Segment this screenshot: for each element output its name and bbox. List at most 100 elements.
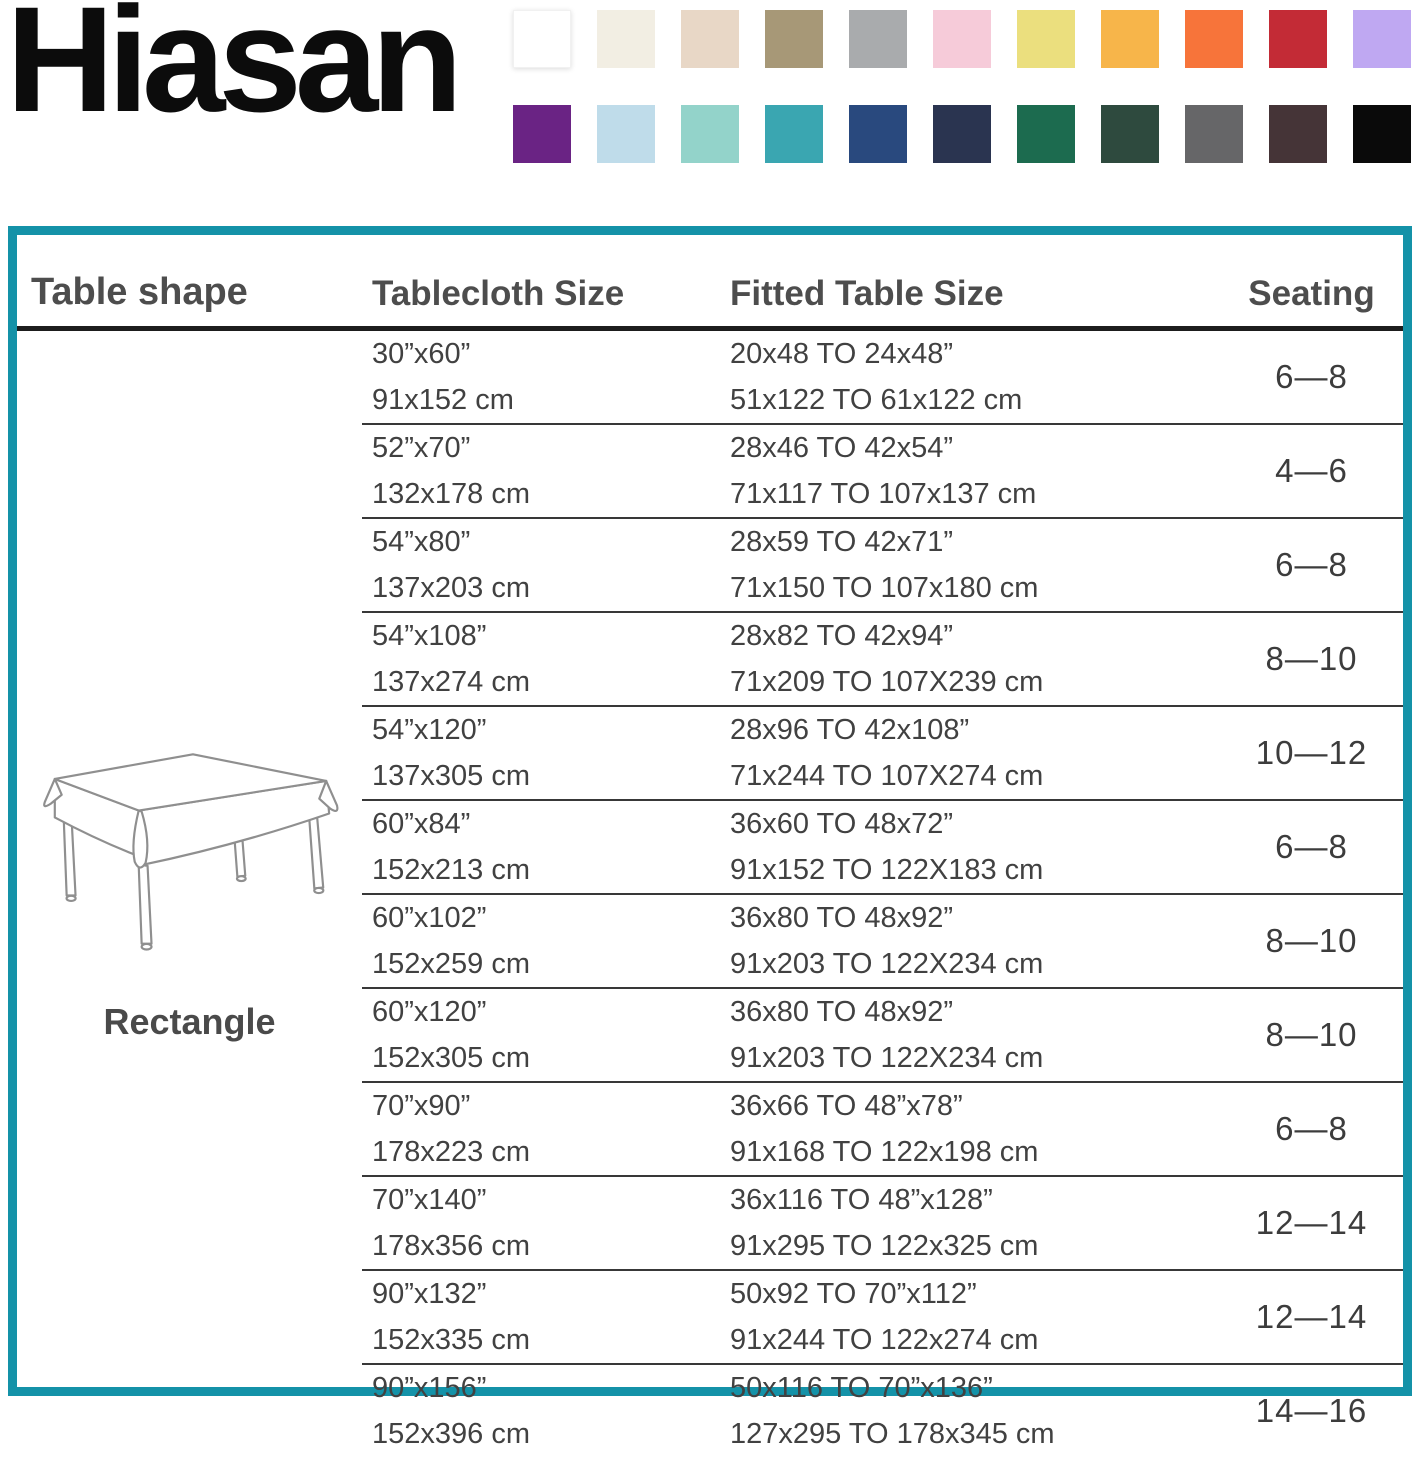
seating-range: 8—10 xyxy=(1265,1016,1358,1053)
seating-range: 8—10 xyxy=(1265,640,1358,677)
tablecloth-size-cm: 137x305 cm xyxy=(372,760,530,792)
color-swatch-dark-green xyxy=(1101,105,1159,163)
fitted-size-inches: 36x80 TO 48x92” xyxy=(730,902,954,934)
tablecloth-size-inches: 90”x132” xyxy=(372,1278,487,1310)
column-header-tablecloth-size: Tablecloth Size xyxy=(362,235,720,331)
seating-cell: 12—14 xyxy=(1220,1269,1403,1363)
seating-range: 6—8 xyxy=(1275,1110,1348,1147)
color-swatch-white xyxy=(513,10,571,68)
tablecloth-size-cell: 54”x80” 137x203 cm xyxy=(362,517,720,611)
tablecloth-size-cell: 60”x120” 152x305 cm xyxy=(362,987,720,1081)
color-swatch-brown xyxy=(1269,105,1327,163)
fitted-size-inches: 28x46 TO 42x54” xyxy=(730,432,954,464)
color-swatch-row xyxy=(513,105,1411,163)
tablecloth-size-cm: 91x152 cm xyxy=(372,384,514,416)
fitted-size-cm: 91x295 TO 122x325 cm xyxy=(730,1230,1039,1262)
seating-range: 12—14 xyxy=(1255,1204,1368,1241)
tablecloth-size-inches: 60”x84” xyxy=(372,808,471,840)
seating-range: 6—8 xyxy=(1275,546,1348,583)
shape-label: Rectangle xyxy=(103,1001,276,1042)
tablecloth-size-cell: 70”x140” 178x356 cm xyxy=(362,1175,720,1269)
fitted-table-size-cell: 36x60 TO 48x72” 91x152 TO 122X183 cm xyxy=(720,799,1220,893)
fitted-size-cm: 91x168 TO 122x198 cm xyxy=(730,1136,1039,1168)
color-swatch-black xyxy=(1353,105,1411,163)
tablecloth-size-cell: 30”x60” 91x152 cm xyxy=(362,331,720,423)
column-header-fitted-table-size: Fitted Table Size xyxy=(720,235,1220,331)
fitted-table-size-cell: 28x96 TO 42x108” 71x244 TO 107X274 cm xyxy=(720,705,1220,799)
tablecloth-size-inches: 90”x156” xyxy=(372,1372,487,1404)
fitted-table-size-cell: 36x80 TO 48x92” 91x203 TO 122X234 cm xyxy=(720,893,1220,987)
seating-cell: 8—10 xyxy=(1220,987,1403,1081)
size-chart-grid: Table shape Tablecloth Size Fitted Table… xyxy=(17,235,1403,1450)
column-header-seating: Seating xyxy=(1220,235,1403,331)
tablecloth-size-cell: 54”x120” 137x305 cm xyxy=(362,705,720,799)
seating-range: 6—8 xyxy=(1275,358,1348,395)
tablecloth-size-inches: 30”x60” xyxy=(372,338,471,370)
fitted-size-cm: 51x122 TO 61x122 cm xyxy=(730,384,1023,416)
color-swatch-dark-navy xyxy=(933,105,991,163)
table-shape-cell: Rectangle xyxy=(17,331,362,1457)
tablecloth-size-inches: 70”x140” xyxy=(372,1184,487,1216)
fitted-size-cm: 91x203 TO 122X234 cm xyxy=(730,948,1044,980)
fitted-size-inches: 28x96 TO 42x108” xyxy=(730,714,970,746)
tablecloth-size-inches: 54”x120” xyxy=(372,714,487,746)
tablecloth-size-cm: 132x178 cm xyxy=(372,478,530,510)
fitted-table-size-cell: 50x92 TO 70”x112” 91x244 TO 122x274 cm xyxy=(720,1269,1220,1363)
color-swatch-ivory xyxy=(597,10,655,68)
fitted-size-cm: 71x209 TO 107X239 cm xyxy=(730,666,1044,698)
fitted-size-inches: 36x80 TO 48x92” xyxy=(730,996,954,1028)
fitted-size-inches: 36x116 TO 48”x128” xyxy=(730,1184,993,1216)
tablecloth-size-inches: 54”x108” xyxy=(372,620,487,652)
fitted-size-cm: 91x203 TO 122X234 cm xyxy=(730,1042,1044,1074)
fitted-size-cm: 71x244 TO 107X274 cm xyxy=(730,760,1044,792)
color-swatch-pink xyxy=(933,10,991,68)
seating-range: 12—14 xyxy=(1255,1298,1368,1335)
fitted-table-size-cell: 36x66 TO 48”x78” 91x168 TO 122x198 cm xyxy=(720,1081,1220,1175)
tablecloth-size-cm: 178x223 cm xyxy=(372,1136,530,1168)
rectangle-table-illustration xyxy=(42,753,338,951)
color-swatch-teal xyxy=(765,105,823,163)
size-chart: Table shape Tablecloth Size Fitted Table… xyxy=(8,226,1412,1450)
fitted-size-inches: 50x92 TO 70”x112” xyxy=(730,1278,977,1310)
fitted-table-size-cell: 50x116 TO 70”x136” 127x295 TO 178x345 cm xyxy=(720,1363,1220,1457)
tablecloth-size-inches: 60”x102” xyxy=(372,902,487,934)
seating-range: 6—8 xyxy=(1275,828,1348,865)
fitted-table-size-cell: 20x48 TO 24x48” 51x122 TO 61x122 cm xyxy=(720,331,1220,423)
tablecloth-size-cm: 178x356 cm xyxy=(372,1230,530,1262)
seating-cell: 10—12 xyxy=(1220,705,1403,799)
fitted-size-cm: 127x295 TO 178x345 cm xyxy=(730,1418,1055,1450)
tablecloth-size-cell: 90”x156” 152x396 cm xyxy=(362,1363,720,1457)
color-swatch-yellow xyxy=(1017,10,1075,68)
seating-cell: 12—14 xyxy=(1220,1175,1403,1269)
fitted-size-cm: 91x244 TO 122x274 cm xyxy=(730,1324,1039,1356)
fitted-size-cm: 91x152 TO 122X183 cm xyxy=(730,854,1044,886)
fitted-table-size-cell: 36x80 TO 48x92” 91x203 TO 122X234 cm xyxy=(720,987,1220,1081)
fitted-size-inches: 28x82 TO 42x94” xyxy=(730,620,954,652)
fitted-size-cm: 71x150 TO 107x180 cm xyxy=(730,572,1039,604)
seating-cell: 14—16 xyxy=(1220,1363,1403,1457)
fitted-size-inches: 28x59 TO 42x71” xyxy=(730,526,954,558)
tablecloth-size-cell: 52”x70” 132x178 cm xyxy=(362,423,720,517)
seating-cell: 6—8 xyxy=(1220,331,1403,423)
fitted-table-size-cell: 28x82 TO 42x94” 71x209 TO 107X239 cm xyxy=(720,611,1220,705)
fitted-size-cm: 71x117 TO 107x137 cm xyxy=(730,478,1037,510)
tablecloth-size-cell: 60”x102” 152x259 cm xyxy=(362,893,720,987)
fitted-size-inches: 20x48 TO 24x48” xyxy=(730,338,954,370)
color-swatch-navy xyxy=(849,105,907,163)
brand-logo: Hiasan xyxy=(6,0,463,143)
seating-cell: 6—8 xyxy=(1220,517,1403,611)
seating-cell: 8—10 xyxy=(1220,893,1403,987)
color-swatch-red xyxy=(1269,10,1327,68)
tablecloth-size-cm: 152x213 cm xyxy=(372,854,530,886)
color-swatch-light-blue xyxy=(597,105,655,163)
color-swatch-palette xyxy=(513,10,1411,163)
seating-range: 8—10 xyxy=(1265,922,1358,959)
fitted-size-inches: 50x116 TO 70”x136” xyxy=(730,1372,993,1404)
seating-range: 4—6 xyxy=(1275,452,1348,489)
seating-cell: 4—6 xyxy=(1220,423,1403,517)
fitted-table-size-cell: 28x46 TO 42x54” 71x117 TO 107x137 cm xyxy=(720,423,1220,517)
column-header-table-shape: Table shape xyxy=(17,235,362,331)
tablecloth-size-inches: 60”x120” xyxy=(372,996,487,1028)
color-swatch-aqua xyxy=(681,105,739,163)
fitted-size-inches: 36x60 TO 48x72” xyxy=(730,808,954,840)
